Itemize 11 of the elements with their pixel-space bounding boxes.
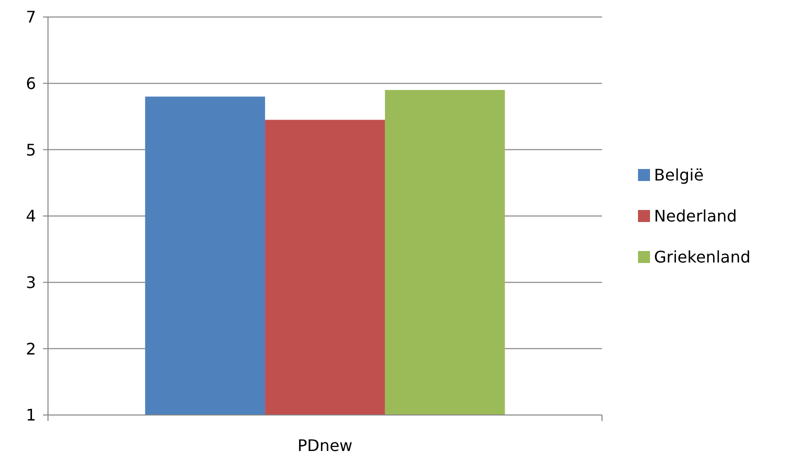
legend-label: Griekenland (654, 248, 750, 267)
x-tick-label: PDnew (297, 436, 353, 455)
y-tick-label: 3 (26, 272, 36, 292)
y-tick-label: 5 (26, 140, 36, 160)
y-tick-label: 6 (26, 74, 36, 93)
legend-label: België (654, 166, 704, 185)
legend-label: Nederland (654, 206, 737, 226)
y-tick-label: 1 (26, 406, 36, 425)
y-tick-label: 7 (26, 8, 36, 27)
y-tick-label: 4 (26, 206, 36, 226)
y-tick-label: 2 (26, 339, 36, 358)
